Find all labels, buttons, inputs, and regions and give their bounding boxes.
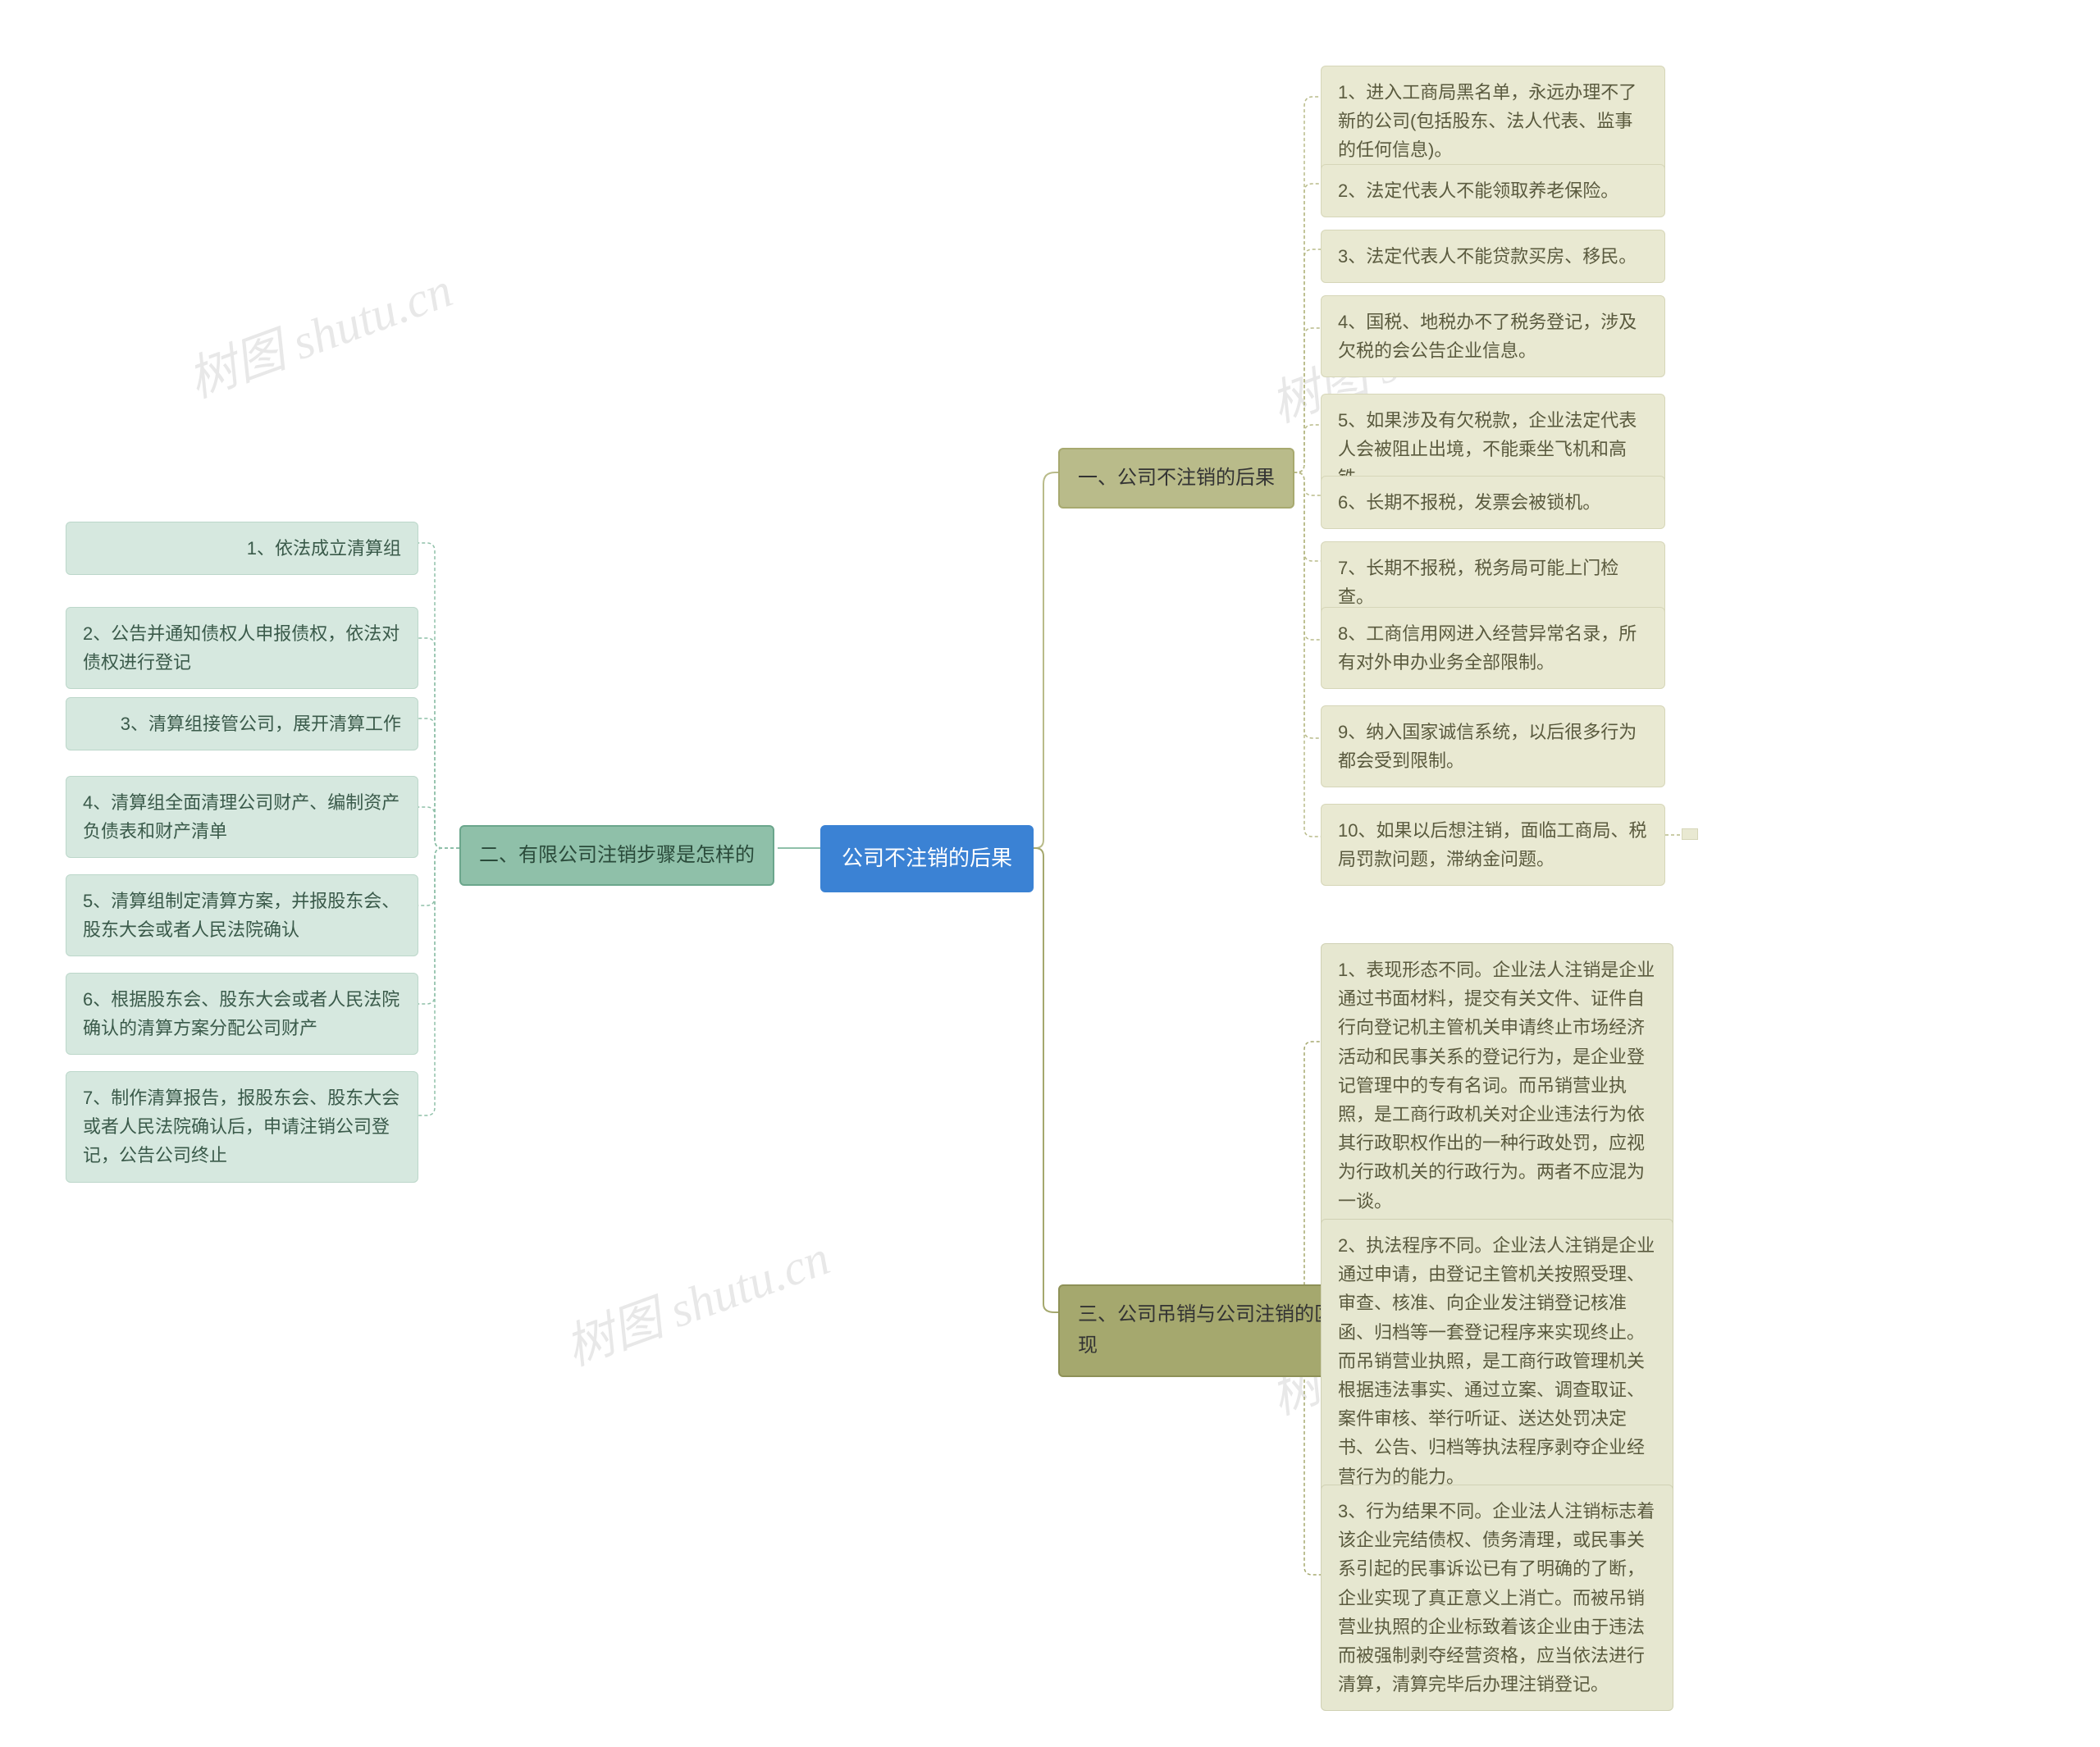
branch-a-node[interactable]: 一、公司不注销的后果 <box>1058 448 1294 509</box>
leaf-text: 10、如果以后想注销，面临工商局、税局罚款问题，滞纳金问题。 <box>1338 820 1646 869</box>
leaf-text: 1、表现形态不同。企业法人注销是企业通过书面材料，提交有关文件、证件自行向登记机… <box>1338 960 1655 1211</box>
leaf-text: 7、制作清算报告，报股东会、股东大会或者人民法院确认后，申请注销公司登记，公告公… <box>83 1088 399 1165</box>
leaf-c-3[interactable]: 3、行为结果不同。企业法人注销标志着该企业完结债权、债务清理，或民事关系引起的民… <box>1321 1485 1673 1711</box>
leaf-c-2[interactable]: 2、执法程序不同。企业法人注销是企业通过申请，由登记主管机关按照受理、审查、核准… <box>1321 1219 1673 1503</box>
leaf-text: 1、依法成立清算组 <box>247 538 401 559</box>
leaf-a-9[interactable]: 9、纳入国家诚信系统，以后很多行为都会受到限制。 <box>1321 705 1665 787</box>
branch-a-label: 一、公司不注销的后果 <box>1078 467 1275 489</box>
leaf-b-4[interactable]: 4、清算组全面清理公司财产、编制资产负债表和财产清单 <box>66 776 418 858</box>
leaf-text: 8、工商信用网进入经营异常名录，所有对外申办业务全部限制。 <box>1338 623 1637 673</box>
root-label: 公司不注销的后果 <box>842 846 1012 870</box>
root-node[interactable]: 公司不注销的后果 <box>820 825 1034 892</box>
leaf-text: 3、清算组接管公司，展开清算工作 <box>121 714 401 734</box>
leaf-a-6[interactable]: 6、长期不报税，发票会被锁机。 <box>1321 476 1665 529</box>
branch-b-label: 二、有限公司注销步骤是怎样的 <box>479 844 755 866</box>
leaf-text: 9、纳入国家诚信系统，以后很多行为都会受到限制。 <box>1338 722 1637 771</box>
leaf-text: 6、长期不报税，发票会被锁机。 <box>1338 492 1600 513</box>
collapsed-child-marker[interactable] <box>1682 828 1698 840</box>
leaf-a-8[interactable]: 8、工商信用网进入经营异常名录，所有对外申办业务全部限制。 <box>1321 607 1665 689</box>
leaf-b-5[interactable]: 5、清算组制定清算方案，并报股东会、股东大会或者人民法院确认 <box>66 874 418 956</box>
leaf-b-6[interactable]: 6、根据股东会、股东大会或者人民法院确认的清算方案分配公司财产 <box>66 973 418 1055</box>
leaf-b-1[interactable]: 1、依法成立清算组 <box>66 522 418 575</box>
leaf-c-1[interactable]: 1、表现形态不同。企业法人注销是企业通过书面材料，提交有关文件、证件自行向登记机… <box>1321 943 1673 1228</box>
mindmap-canvas: 树图 shutu.cn 树图 shutu.cn 树图 shutu.cn 树图 s… <box>0 0 2100 1747</box>
leaf-text: 1、进入工商局黑名单，永远办理不了新的公司(包括股东、法人代表、监事的任何信息)… <box>1338 82 1637 160</box>
watermark: 树图 shutu.cn <box>176 250 460 412</box>
leaf-text: 4、国税、地税办不了税务登记，涉及欠税的会公告企业信息。 <box>1338 312 1637 361</box>
leaf-text: 2、法定代表人不能领取养老保险。 <box>1338 180 1618 201</box>
branch-b-node[interactable]: 二、有限公司注销步骤是怎样的 <box>459 825 774 886</box>
connectors <box>0 0 2100 1747</box>
leaf-a-2[interactable]: 2、法定代表人不能领取养老保险。 <box>1321 164 1665 217</box>
leaf-a-4[interactable]: 4、国税、地税办不了税务登记，涉及欠税的会公告企业信息。 <box>1321 295 1665 377</box>
leaf-text: 4、清算组全面清理公司财产、编制资产负债表和财产清单 <box>83 792 399 842</box>
leaf-text: 3、法定代表人不能贷款买房、移民。 <box>1338 246 1637 267</box>
watermark: 树图 shutu.cn <box>554 1218 838 1380</box>
leaf-text: 2、公告并通知债权人申报债权，依法对债权进行登记 <box>83 623 399 673</box>
leaf-text: 3、行为结果不同。企业法人注销标志着该企业完结债权、债务清理，或民事关系引起的民… <box>1338 1501 1655 1695</box>
leaf-a-3[interactable]: 3、法定代表人不能贷款买房、移民。 <box>1321 230 1665 283</box>
leaf-a-1[interactable]: 1、进入工商局黑名单，永远办理不了新的公司(包括股东、法人代表、监事的任何信息)… <box>1321 66 1665 177</box>
leaf-text: 7、长期不报税，税务局可能上门检查。 <box>1338 558 1618 607</box>
leaf-b-7[interactable]: 7、制作清算报告，报股东会、股东大会或者人民法院确认后，申请注销公司登记，公告公… <box>66 1071 418 1183</box>
leaf-a-10[interactable]: 10、如果以后想注销，面临工商局、税局罚款问题，滞纳金问题。 <box>1321 804 1665 886</box>
leaf-text: 6、根据股东会、股东大会或者人民法院确认的清算方案分配公司财产 <box>83 989 399 1038</box>
leaf-b-2[interactable]: 2、公告并通知债权人申报债权，依法对债权进行登记 <box>66 607 418 689</box>
leaf-text: 5、清算组制定清算方案，并报股东会、股东大会或者人民法院确认 <box>83 891 399 940</box>
leaf-text: 2、执法程序不同。企业法人注销是企业通过申请，由登记主管机关按照受理、审查、核准… <box>1338 1235 1655 1487</box>
leaf-b-3[interactable]: 3、清算组接管公司，展开清算工作 <box>66 697 418 750</box>
